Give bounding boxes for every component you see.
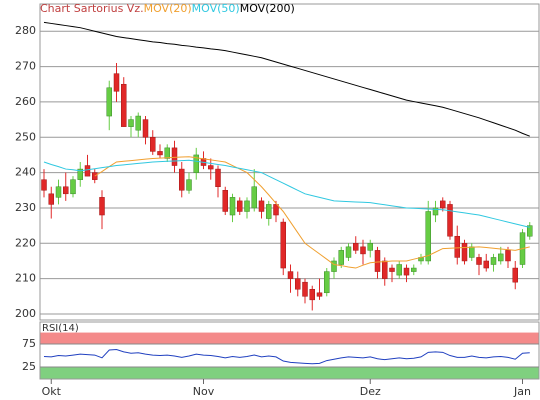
candle-body <box>345 246 352 258</box>
candle-body <box>55 186 62 198</box>
candle-body <box>367 243 373 251</box>
candle-body <box>483 260 489 269</box>
y-tick-label: 280 <box>15 24 36 37</box>
y-tick-label: 230 <box>15 201 36 214</box>
candle-body <box>77 168 83 180</box>
candle-body <box>157 151 163 156</box>
candle-body <box>266 204 272 219</box>
y-tick-label: 210 <box>15 272 36 285</box>
legend-entry: MOV(50) <box>192 2 240 15</box>
rsi-title: RSI(14) <box>42 323 79 334</box>
candle-body <box>135 115 141 131</box>
candle-body <box>273 204 279 216</box>
moving-average-line <box>94 156 530 269</box>
candle-body <box>316 292 323 297</box>
candle-body <box>338 250 344 265</box>
y-tick-label: 220 <box>15 236 36 249</box>
candle-body <box>490 257 497 265</box>
candle-body <box>84 165 91 177</box>
candle-body <box>447 204 453 237</box>
moving-average-line <box>43 159 530 228</box>
candle-body <box>142 119 149 138</box>
candle-body <box>70 179 76 195</box>
candle-body <box>128 119 134 127</box>
y-tick-label: 75 <box>22 337 36 350</box>
candle-body <box>382 260 388 279</box>
candle-body <box>461 243 468 262</box>
candle-body <box>41 179 47 191</box>
candle-body <box>186 179 192 191</box>
y-tick-label: 25 <box>22 360 36 373</box>
candle-body <box>208 165 214 170</box>
candle-body <box>280 221 286 269</box>
chart-title: Chart Sartorius Vz. <box>40 2 144 15</box>
candle-body <box>440 200 446 209</box>
candle-body <box>498 253 504 262</box>
candle-body <box>324 271 330 294</box>
candle-body <box>150 137 156 152</box>
x-tick-label: Dez <box>360 385 381 398</box>
rsi-line <box>43 349 530 365</box>
rsi-band <box>40 367 539 379</box>
candle-body <box>113 73 120 92</box>
candle-body <box>244 200 250 212</box>
candle-body <box>309 288 315 301</box>
candle-body <box>193 154 199 173</box>
candle-body <box>222 190 228 212</box>
candle-body <box>469 246 475 258</box>
candle-body <box>411 267 417 272</box>
y-tick-label: 270 <box>15 60 36 73</box>
y-tick-label: 240 <box>15 166 36 179</box>
candle-body <box>331 260 337 272</box>
candle-body <box>295 278 301 290</box>
y-tick-label: 250 <box>15 130 36 143</box>
candle-body <box>302 281 308 297</box>
candle-body <box>454 235 460 258</box>
legend-entry: MOV(200) <box>240 2 295 15</box>
candle-body <box>476 257 482 265</box>
price-panel <box>39 3 540 321</box>
candle-body <box>527 225 533 237</box>
candle-body <box>99 197 105 216</box>
candle-body <box>215 168 221 187</box>
candle-body <box>432 207 439 216</box>
y-tick-label: 200 <box>15 307 36 320</box>
x-tick-label: Jan <box>513 385 531 398</box>
candle-body <box>425 211 431 262</box>
rsi-band <box>40 332 539 345</box>
candle-body <box>121 83 127 127</box>
candle-body <box>353 243 359 251</box>
candle-body <box>48 193 54 205</box>
candle-body <box>374 250 381 272</box>
x-tick-label: Okt <box>42 385 62 398</box>
candle-body <box>237 200 243 212</box>
x-tick-label: Nov <box>193 385 215 398</box>
y-tick-label: 260 <box>15 95 36 108</box>
candle-body <box>287 271 294 279</box>
candle-body <box>251 186 257 209</box>
candle-body <box>106 87 112 117</box>
candle-body <box>63 186 69 195</box>
candle-body <box>179 168 185 191</box>
moving-average-line <box>43 21 530 137</box>
legend: Chart Sartorius Vz.MOV(20)MOV(50)MOV(200… <box>40 2 295 15</box>
candle-body <box>360 246 366 255</box>
candle-body <box>229 197 236 216</box>
candle-body <box>258 200 265 212</box>
candle-body <box>396 264 402 276</box>
candle-body <box>505 250 511 262</box>
candle-body <box>171 147 178 166</box>
legend-entry: MOV(20) <box>144 2 192 15</box>
candle-body <box>164 147 170 159</box>
candle-body <box>403 267 410 276</box>
candle-body <box>389 267 395 272</box>
candle-body <box>512 267 518 283</box>
